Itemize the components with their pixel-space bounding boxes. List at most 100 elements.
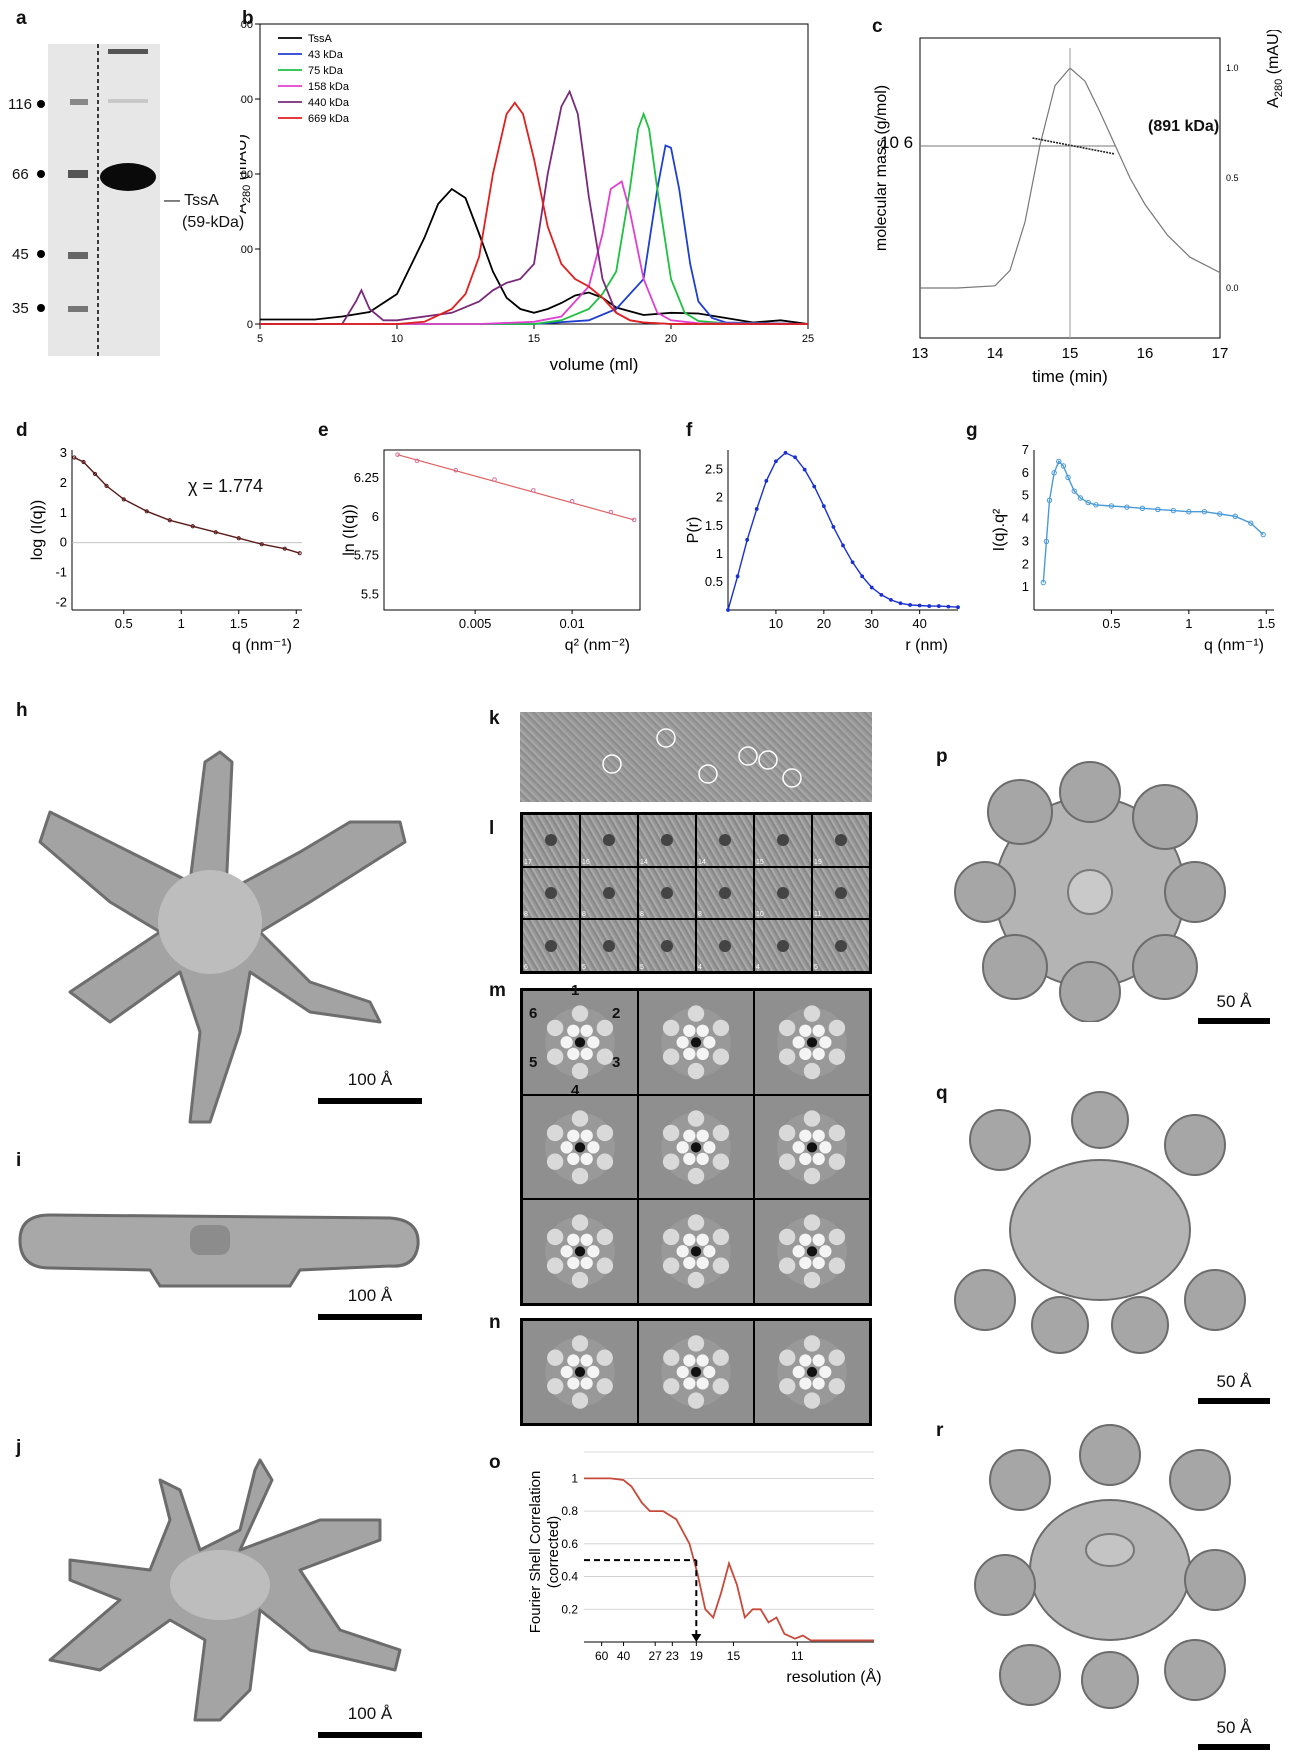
- particle-center: [835, 939, 847, 952]
- data-point: [121, 497, 126, 502]
- plot-frame: [72, 450, 302, 610]
- plot-frame: [1034, 450, 1274, 610]
- data-point: [104, 483, 109, 488]
- central-hub: [158, 870, 262, 974]
- class-average-tile: [754, 990, 870, 1095]
- scale-label-q: 50 Å: [1216, 1372, 1252, 1391]
- marker-band-66: [68, 170, 88, 178]
- central-pore: [1085, 1533, 1135, 1567]
- x-tick-label: 1.5: [1257, 616, 1275, 631]
- x-axis-label: q (nm⁻¹): [1204, 637, 1264, 654]
- tile-number: 8: [524, 911, 528, 919]
- data-point: [190, 524, 195, 529]
- tssa-label: — TssA: [164, 192, 219, 209]
- data-point: [72, 455, 77, 460]
- y-tick-label: 5.75: [354, 548, 379, 563]
- y-tick-label: 2.5: [705, 462, 723, 477]
- particle-tile: 8: [580, 866, 638, 920]
- data-point: [608, 509, 614, 515]
- series-line-440-kda: [260, 89, 808, 325]
- y-axis-label: A280 (mAU): [240, 134, 253, 214]
- y-tick-label: 0.2: [561, 1602, 578, 1616]
- plot-frame: [728, 450, 958, 610]
- x-tick-label: 30: [865, 616, 879, 631]
- tile-number: 11: [814, 911, 822, 919]
- cryoem-map-top-view: [954, 761, 1226, 1022]
- chart-d-saxs-profile: 0.5 1 1.5 2 -2 -1 0 1 2 3 q (nm⁻¹) log (I(q)): [29, 445, 302, 654]
- x-axis-label: r (nm): [905, 637, 948, 654]
- cryoem-map-side-view: [954, 1091, 1246, 1354]
- particle-tile: 8: [696, 866, 754, 920]
- particle-tile: 6: [522, 919, 580, 972]
- data-point: [531, 488, 536, 493]
- scale-bar-h: [318, 1098, 422, 1104]
- data-point: [754, 507, 759, 511]
- arm-number-5: 5: [529, 1054, 538, 1071]
- data-point: [898, 601, 903, 606]
- chart-o-fsc: 0.2 0.4 0.6 0.8 1 60 40 27 23 19 15 11 resolution (Å…: [527, 1451, 882, 1686]
- tile-number: 5: [814, 964, 818, 971]
- y-tick-label: 1: [571, 1471, 578, 1485]
- data-point: [908, 603, 912, 607]
- tile-number: 4: [698, 964, 702, 971]
- scale-bar-r: [1198, 1744, 1270, 1750]
- y-tick-label-right: 0.5: [1226, 173, 1239, 183]
- data-point: [735, 574, 740, 579]
- data-point: [395, 452, 400, 457]
- data-point: [936, 604, 941, 608]
- tile-number: 15: [756, 858, 764, 866]
- tile-number: 19: [814, 858, 822, 866]
- x-tick-label: 0.5: [115, 616, 133, 631]
- saxs-model-top-view: [38, 750, 407, 1124]
- series-line-43-kda: [260, 144, 809, 325]
- central-pore: [1067, 869, 1113, 915]
- panel-label-b: b: [242, 8, 254, 29]
- data-point: [236, 536, 241, 541]
- data-point: [774, 459, 778, 464]
- tssa-band: [100, 163, 156, 191]
- tile-number: 8: [698, 911, 702, 919]
- y-axis-label-left: molecular mass (g/mol): [873, 85, 890, 251]
- data-point: [297, 551, 302, 556]
- panel-label-r: r: [936, 1420, 944, 1441]
- particle-center: [661, 886, 673, 899]
- data-point: [1043, 538, 1050, 545]
- class-average-tile: [754, 1094, 870, 1200]
- particle-tile: 14: [638, 814, 696, 867]
- particle-tile: 11: [812, 866, 870, 920]
- x-axis-label: volume (ml): [550, 355, 639, 374]
- data-point: [869, 585, 874, 590]
- y-axis-label: I(q).q²: [991, 508, 1008, 551]
- y-tick-label: 1: [716, 546, 723, 561]
- y-tick-label: 200: [240, 169, 253, 181]
- data-point: [1186, 509, 1192, 515]
- data-point: [1071, 488, 1077, 494]
- tile-number: 8: [582, 911, 586, 919]
- x-tick-label: 0.01: [559, 616, 584, 631]
- x-tick-label: 11: [791, 1649, 804, 1663]
- chi-annotation: χ = 1.774: [188, 476, 264, 496]
- data-point: [812, 484, 817, 489]
- data-point: [259, 542, 264, 547]
- marker-label-45: 45: [12, 246, 29, 263]
- data-point: [1065, 474, 1071, 481]
- panel-label-i: i: [16, 1150, 22, 1171]
- series-line-669-kda: [260, 101, 808, 325]
- data-point: [631, 517, 637, 523]
- molar-mass-trace: [1032, 137, 1116, 155]
- class-averages-row: [520, 1318, 872, 1426]
- scale-label-p: 50 Å: [1216, 992, 1252, 1011]
- data-point: [783, 450, 788, 455]
- x-tick-label: 17: [1212, 345, 1229, 362]
- panel-label-m: m: [489, 980, 506, 1001]
- particle-center: [603, 939, 615, 952]
- arm-number-6: 6: [529, 1005, 538, 1022]
- scale-label-r: 50 Å: [1216, 1718, 1252, 1737]
- data-point: [879, 592, 884, 597]
- data-point: [569, 498, 575, 504]
- panel-label-q: q: [936, 1083, 948, 1104]
- series-line-158-kda: [260, 180, 809, 325]
- y-tick-label: 0.6: [561, 1537, 578, 1551]
- y-tick-label: -1: [55, 565, 67, 580]
- particle-center: [545, 886, 557, 899]
